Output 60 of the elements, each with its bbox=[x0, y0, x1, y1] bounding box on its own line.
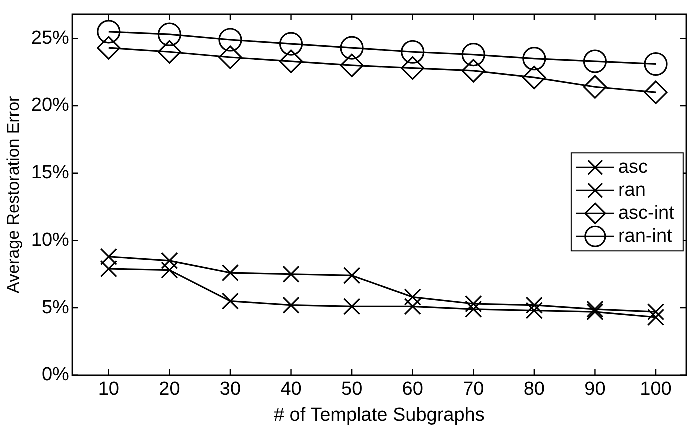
point bbox=[222, 292, 240, 310]
point bbox=[158, 40, 182, 64]
x-tick-label: 40 bbox=[280, 379, 302, 400]
y-tick-label: 10% bbox=[31, 230, 70, 251]
point bbox=[583, 75, 608, 99]
x-tick-label: 20 bbox=[159, 379, 180, 400]
point bbox=[586, 304, 604, 321]
point bbox=[465, 300, 482, 318]
point bbox=[462, 59, 486, 83]
point bbox=[401, 40, 425, 64]
point bbox=[158, 22, 182, 46]
x-tick-label: 90 bbox=[584, 379, 606, 400]
point bbox=[282, 296, 300, 314]
point bbox=[526, 296, 544, 314]
point bbox=[218, 28, 242, 52]
point bbox=[97, 20, 121, 44]
legend-label: ran bbox=[618, 180, 646, 201]
y-tick-label: 20% bbox=[31, 95, 70, 116]
point bbox=[404, 288, 422, 306]
y-tick-label: 5% bbox=[42, 297, 70, 318]
y-tick-label: 15% bbox=[31, 162, 70, 184]
legend-label: asc bbox=[618, 156, 648, 178]
point bbox=[522, 66, 546, 90]
x-tick-label: 80 bbox=[524, 379, 545, 400]
point bbox=[343, 298, 361, 316]
y-tick-label: 25% bbox=[31, 28, 70, 49]
point bbox=[279, 50, 304, 74]
x-tick-label: 30 bbox=[220, 379, 242, 400]
point bbox=[462, 43, 486, 67]
point bbox=[343, 267, 361, 284]
point bbox=[526, 302, 544, 320]
point bbox=[97, 36, 121, 60]
x-tick-label: 70 bbox=[463, 379, 484, 400]
point bbox=[161, 252, 178, 270]
x-tick-label: 60 bbox=[402, 379, 424, 400]
point bbox=[404, 298, 422, 316]
point bbox=[522, 47, 546, 71]
point bbox=[340, 54, 364, 78]
x-tick-label: 10 bbox=[98, 379, 120, 400]
y-tick-label: 0% bbox=[42, 364, 70, 386]
point bbox=[279, 32, 304, 56]
point bbox=[218, 46, 242, 70]
x-tick-label: 50 bbox=[341, 379, 363, 400]
point bbox=[401, 56, 425, 80]
point bbox=[282, 266, 300, 283]
legend-label: asc-int bbox=[618, 202, 676, 224]
point bbox=[465, 295, 482, 313]
point bbox=[647, 308, 665, 326]
legend-label: ran-int bbox=[618, 226, 674, 247]
point bbox=[340, 36, 364, 60]
point bbox=[644, 52, 668, 76]
point bbox=[161, 262, 178, 279]
point bbox=[647, 304, 665, 321]
x-axis-title: # of Template Subgraphs bbox=[274, 404, 485, 426]
point bbox=[222, 264, 240, 282]
point bbox=[583, 50, 608, 74]
point bbox=[644, 80, 668, 104]
x-tick-label: 100 bbox=[640, 379, 672, 400]
y-axis-title: Average Restoration Error bbox=[4, 96, 23, 294]
point bbox=[586, 300, 604, 318]
